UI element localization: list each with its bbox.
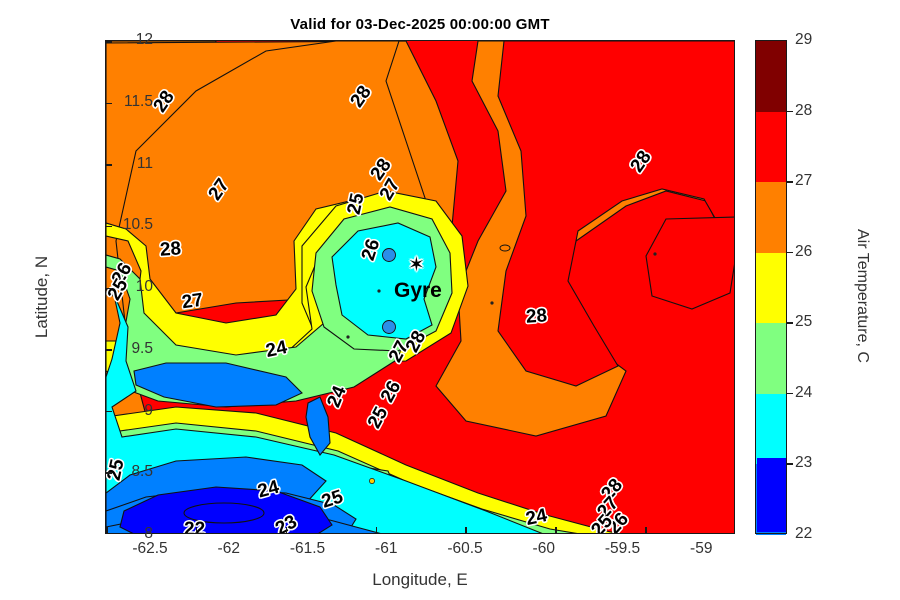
y-tick-mark <box>106 164 112 166</box>
x-tick-mark <box>465 527 467 533</box>
colorbar-band-27-28 <box>756 111 786 183</box>
y-tick-mark <box>106 472 112 474</box>
x-axis-label: Longitude, E <box>372 570 468 589</box>
x-tick-label: -61.5 <box>289 540 326 557</box>
contour-field <box>106 41 734 533</box>
x-tick-mark <box>375 527 378 533</box>
y-tick-mark <box>106 349 112 351</box>
colorbar-band-25-26 <box>756 252 786 324</box>
x-tick-mark <box>106 527 108 533</box>
y-tick-label: 9 <box>144 401 153 419</box>
colorbar-tick-label: 22 <box>795 525 813 542</box>
x-tick-label: -59.5 <box>604 540 641 557</box>
y-tick-label: 8 <box>144 525 153 542</box>
colorbar-tick-label: 28 <box>795 101 813 119</box>
colorbar-tick-label: 25 <box>795 313 813 331</box>
x-tick-mark <box>645 527 647 533</box>
site-label: Gyre <box>394 279 442 302</box>
page-title: Valid for 03-Dec-2025 00:00:00 GMT <box>290 16 550 33</box>
colorbar[interactable] <box>755 40 787 535</box>
colorbar-tick-label: 26 <box>795 242 813 260</box>
y-tick-label: 11.5 <box>123 92 153 110</box>
colorbar-tick-label: 29 <box>795 31 813 48</box>
colorbar-tick-label: 24 <box>795 383 813 401</box>
y-tick-label: 12 <box>135 31 153 48</box>
x-tick-label: -61 <box>375 540 398 557</box>
y-tick-mark <box>106 41 112 43</box>
y-axis-label: Latitude, N <box>32 255 51 339</box>
x-tick-label: -62.5 <box>132 540 168 557</box>
colorbar-band-lowest <box>756 458 786 533</box>
colorbar-band-26-27 <box>756 182 786 253</box>
x-tick-label: -60.5 <box>447 540 483 557</box>
colorbar-band-28-29 <box>756 41 786 112</box>
colorbar-tick-label: 27 <box>795 172 813 190</box>
x-tick-mark <box>285 527 288 533</box>
colorbar-tick <box>787 251 793 254</box>
colorbar-band-23-24 <box>756 393 786 465</box>
colorbar-band-24-25 <box>756 323 786 394</box>
y-tick-label: 10 <box>135 278 153 295</box>
x-tick-label: -59 <box>690 540 713 557</box>
y-tick-label: 11 <box>136 154 153 172</box>
colorbar-tick <box>787 181 793 183</box>
y-tick-label: 9.5 <box>131 339 153 357</box>
contour-plot-area[interactable]: 28 28 28 27 28 27 25 26 28 28 26 25 27 2… <box>105 40 735 534</box>
y-tick-label: 8.5 <box>131 463 153 481</box>
y-tick-mark <box>106 102 112 105</box>
y-tick-mark <box>106 287 112 289</box>
colorbar-tick <box>787 463 793 465</box>
x-tick-mark <box>195 527 198 533</box>
colorbar-tick <box>787 392 793 395</box>
star-marker: ✶ <box>408 254 425 276</box>
colorbar-tick <box>787 322 793 324</box>
x-tick-label: -60 <box>532 540 555 557</box>
y-tick-mark <box>106 410 112 413</box>
x-tick-mark <box>555 527 557 533</box>
colorbar-title: Air Temperature, C <box>854 229 871 363</box>
colorbar-tick-label: 23 <box>795 454 813 472</box>
x-tick-label: -62 <box>217 540 240 557</box>
y-tick-label: 10.5 <box>122 216 153 234</box>
y-tick-mark <box>106 225 112 228</box>
colorbar-tick <box>787 110 793 113</box>
